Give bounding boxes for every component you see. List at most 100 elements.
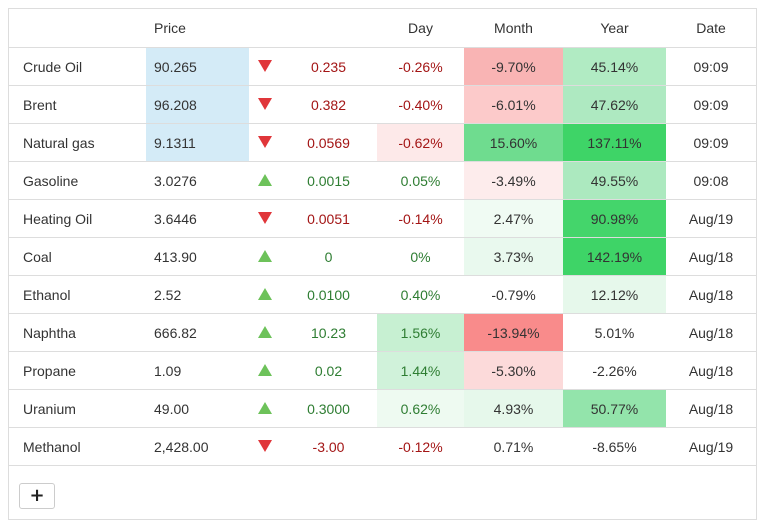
month-change-cell: -0.79% [464, 275, 563, 314]
triangle-down-icon [257, 439, 272, 452]
date-cell: Aug/18 [666, 313, 756, 352]
day-change-cell: 0.62% [377, 389, 464, 428]
date-cell: Aug/19 [666, 427, 756, 466]
commodity-name-link[interactable]: Gasoline [9, 161, 146, 200]
date-cell: 09:09 [666, 85, 756, 124]
commodity-name-link[interactable]: Uranium [9, 389, 146, 428]
table-row[interactable]: Heating Oil 3.6446 0.0051 -0.14% 2.47% 90.98%… [9, 199, 756, 238]
price-cell: 3.6446 [146, 199, 249, 238]
price-cell: 666.82 [146, 313, 249, 352]
triangle-up-icon [257, 173, 272, 186]
change-cell: 0.235 [280, 47, 377, 86]
commodity-name-link[interactable]: Naphtha [9, 313, 146, 352]
date-cell: 09:09 [666, 123, 756, 162]
table-row[interactable]: Gasoline 3.0276 0.0015 0.05% -3.49% 49.55% 09:… [9, 161, 756, 200]
table-row[interactable]: Ethanol 2.52 0.0100 0.40% -0.79% 12.12% Aug/18 [9, 275, 756, 314]
commodity-name-link[interactable]: Methanol [9, 427, 146, 466]
triangle-up-icon [257, 325, 272, 338]
price-cell: 2.52 [146, 275, 249, 314]
column-header-month[interactable]: Month [464, 9, 563, 48]
column-header-change [280, 9, 377, 48]
triangle-down-icon [257, 97, 272, 110]
date-cell: 09:08 [666, 161, 756, 200]
arrow-up-icon [249, 351, 280, 390]
day-change-cell: 1.44% [377, 351, 464, 390]
date-cell: Aug/19 [666, 199, 756, 238]
year-change-cell: 50.77% [563, 389, 666, 428]
year-change-cell: 5.01% [563, 313, 666, 352]
price-cell: 2,428.00 [146, 427, 249, 466]
commodity-name-link[interactable]: Heating Oil [9, 199, 146, 238]
year-change-cell: -8.65% [563, 427, 666, 466]
table-row[interactable]: Crude Oil 90.265 0.235 -0.26% -9.70% 45.14% 09… [9, 47, 756, 86]
commodity-name-link[interactable]: Propane [9, 351, 146, 390]
month-change-cell: 15.60% [464, 123, 563, 162]
month-change-cell: 3.73% [464, 237, 563, 276]
column-header-day[interactable]: Day [377, 9, 464, 48]
column-header-name [9, 9, 146, 48]
triangle-down-icon [257, 135, 272, 148]
year-change-cell: 49.55% [563, 161, 666, 200]
month-change-cell: 0.71% [464, 427, 563, 466]
change-cell: 0.0051 [280, 199, 377, 238]
column-header-price[interactable]: Price [146, 9, 249, 48]
change-cell: 10.23 [280, 313, 377, 352]
month-change-cell: 2.47% [464, 199, 563, 238]
arrow-up-icon [249, 275, 280, 314]
triangle-down-icon [257, 59, 272, 72]
day-change-cell: -0.12% [377, 427, 464, 466]
table-row[interactable]: Brent 96.208 0.382 -0.40% -6.01% 47.62% 09:09 [9, 85, 756, 124]
year-change-cell: 12.12% [563, 275, 666, 314]
table-row[interactable]: Uranium 49.00 0.3000 0.62% 4.93% 50.77% Aug/18 [9, 389, 756, 428]
price-cell: 3.0276 [146, 161, 249, 200]
column-header-arrow [249, 9, 280, 48]
triangle-up-icon [257, 287, 272, 300]
day-change-cell: 1.56% [377, 313, 464, 352]
commodity-name-link[interactable]: Brent [9, 85, 146, 124]
year-change-cell: 137.11% [563, 123, 666, 162]
month-change-cell: -3.49% [464, 161, 563, 200]
commodities-table: Price Day Month Year Date Crude Oil 90.26… [9, 9, 756, 466]
commodity-name-link[interactable]: Ethanol [9, 275, 146, 314]
month-change-cell: -9.70% [464, 47, 563, 86]
arrow-down-icon [249, 199, 280, 238]
price-cell: 9.1311 [146, 123, 249, 162]
date-cell: Aug/18 [666, 389, 756, 428]
table-row[interactable]: Coal 413.90 0 0% 3.73% 142.19% Aug/18 [9, 237, 756, 276]
arrow-up-icon [249, 237, 280, 276]
arrow-down-icon [249, 85, 280, 124]
year-change-cell: -2.26% [563, 351, 666, 390]
table-row[interactable]: Natural gas 9.1311 0.0569 -0.62% 15.60% 137.1… [9, 123, 756, 162]
table-row[interactable]: Naphtha 666.82 10.23 1.56% -13.94% 5.01% Aug/1… [9, 313, 756, 352]
triangle-up-icon [257, 363, 272, 376]
date-cell: Aug/18 [666, 351, 756, 390]
column-header-year[interactable]: Year [563, 9, 666, 48]
change-cell: -3.00 [280, 427, 377, 466]
price-cell: 90.265 [146, 47, 249, 86]
commodity-name-link[interactable]: Crude Oil [9, 47, 146, 86]
arrow-up-icon [249, 313, 280, 352]
day-change-cell: -0.40% [377, 85, 464, 124]
day-change-cell: 0.05% [377, 161, 464, 200]
price-cell: 413.90 [146, 237, 249, 276]
triangle-up-icon [257, 249, 272, 262]
year-change-cell: 47.62% [563, 85, 666, 124]
change-cell: 0.02 [280, 351, 377, 390]
commodity-name-link[interactable]: Coal [9, 237, 146, 276]
table-row[interactable]: Propane 1.09 0.02 1.44% -5.30% -2.26% Aug/18 [9, 351, 756, 390]
add-row-button[interactable]: + [19, 483, 55, 509]
arrow-down-icon [249, 427, 280, 466]
day-change-cell: -0.26% [377, 47, 464, 86]
month-change-cell: -6.01% [464, 85, 563, 124]
table-header-row: Price Day Month Year Date [9, 9, 756, 48]
commodity-name-link[interactable]: Natural gas [9, 123, 146, 162]
day-change-cell: 0.40% [377, 275, 464, 314]
change-cell: 0.0100 [280, 275, 377, 314]
price-cell: 96.208 [146, 85, 249, 124]
table-row[interactable]: Methanol 2,428.00 -3.00 -0.12% 0.71% -8.65% Au… [9, 427, 756, 466]
commodities-panel: Price Day Month Year Date Crude Oil 90.26… [8, 8, 757, 520]
change-cell: 0.3000 [280, 389, 377, 428]
date-cell: 09:09 [666, 47, 756, 86]
arrow-down-icon [249, 47, 280, 86]
column-header-date[interactable]: Date [666, 9, 756, 48]
